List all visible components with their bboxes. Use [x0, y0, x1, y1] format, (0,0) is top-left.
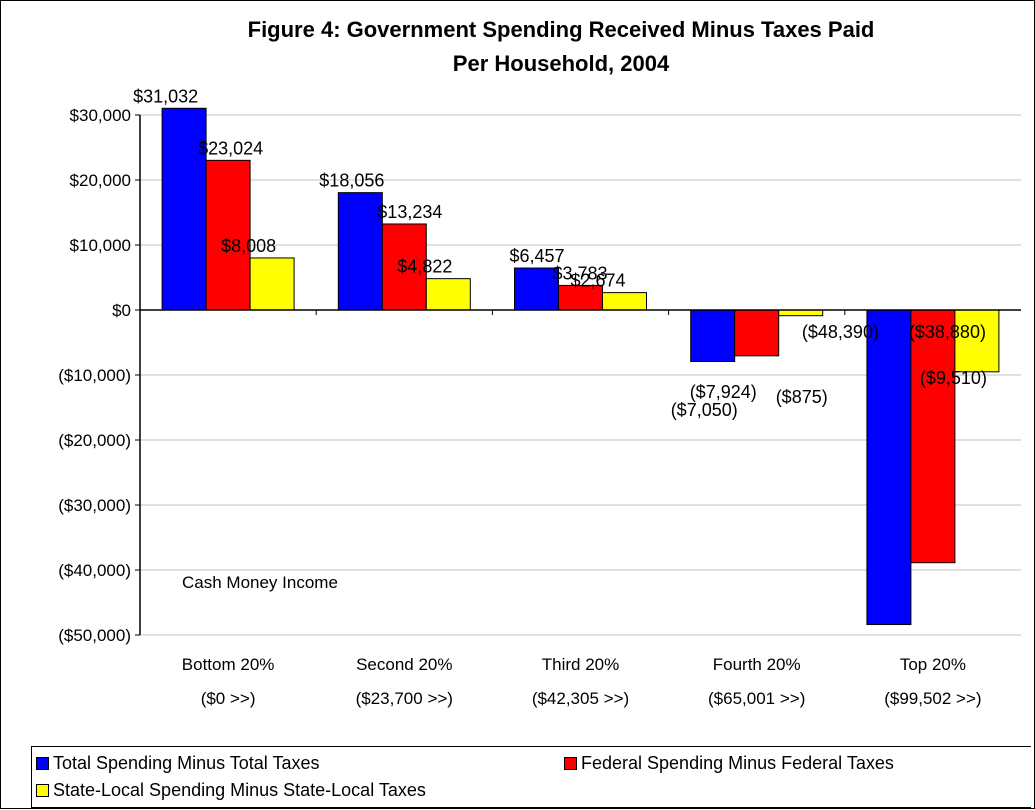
legend-label-total: Total Spending Minus Total Taxes — [53, 753, 320, 773]
bar-series2-cat1 — [425, 278, 471, 311]
category-label-0-line-1: Bottom 20% — [182, 655, 275, 674]
category-label-2-line-1: Third 20% — [542, 655, 619, 674]
y-tick-label-0: $30,000 — [70, 106, 131, 125]
bar-series2-cat3 — [778, 309, 824, 317]
legend-item-total: Total Spending Minus Total Taxes — [36, 753, 320, 774]
y-tick-label-6: ($30,000) — [58, 496, 131, 515]
category-label-2-line-2: ($42,305 >>) — [532, 689, 629, 708]
legend-item-state-local: State-Local Spending Minus State-Local T… — [36, 780, 426, 801]
bar-series0-cat3 — [690, 309, 736, 363]
y-tick-labels: $30,000 $20,000 $10,000 $0 ($10,000) ($20,000… — [58, 106, 131, 645]
bar-series0-cat1 — [337, 192, 383, 311]
data-label-series0-cat3: ($7,924) — [690, 382, 757, 402]
chart-title-line-2: Per Household, 2004 — [453, 51, 670, 76]
legend-swatch-state-local — [36, 784, 49, 797]
bar-series0-cat4 — [866, 309, 912, 626]
y-tick-label-7: ($40,000) — [58, 561, 131, 580]
data-label-series2-cat4: ($9,510) — [920, 368, 987, 388]
axes — [135, 114, 1021, 636]
y-tick-label-1: $20,000 — [70, 171, 131, 190]
data-label-series1-cat2: $3,783 — [553, 263, 608, 283]
data-label-series0-cat1: $18,056 — [319, 171, 384, 191]
y-tick-label-3: $0 — [112, 301, 131, 320]
category-label-0-line-2: ($0 >>) — [201, 689, 256, 708]
chart-title: Figure 4: Government Spending Received M… — [248, 17, 875, 76]
category-label-1-line-1: Second 20% — [356, 655, 452, 674]
data-label-series2-cat3: ($875) — [776, 387, 828, 407]
data-label-series1-cat3: ($7,050) — [671, 400, 738, 420]
category-label-3-line-1: Fourth 20% — [713, 655, 801, 674]
data-label-series1-cat1: $13,234 — [377, 202, 442, 222]
data-label-series0-cat0: $31,032 — [133, 86, 198, 106]
legend-swatch-total — [36, 757, 49, 770]
data-label-series2-cat2: $2,674 — [571, 271, 626, 291]
data-label-series2-cat0: $8,008 — [221, 236, 276, 256]
legend-label-federal: Federal Spending Minus Federal Taxes — [581, 753, 894, 773]
y-tick-label-2: $10,000 — [70, 236, 131, 255]
data-labels: $31,032 $18,056 $6,457 ($7,924) ($48,390) $23… — [133, 86, 987, 420]
legend: Total Spending Minus Total Taxes Federal… — [31, 746, 1031, 808]
legend-item-federal: Federal Spending Minus Federal Taxes — [564, 753, 894, 774]
data-label-series1-cat4: ($38,880) — [909, 322, 986, 342]
bar-series1-cat4 — [910, 309, 956, 564]
category-label-4-line-1: Top 20% — [900, 655, 966, 674]
bar-series2-cat2 — [602, 292, 647, 311]
data-label-series0-cat2: $6,457 — [510, 246, 565, 266]
category-label-1-line-2: ($23,700 >>) — [356, 689, 453, 708]
bars — [161, 107, 1000, 626]
y-tick-label-4: ($10,000) — [58, 366, 131, 385]
data-label-series2-cat1: $4,822 — [397, 257, 452, 277]
category-label-4-line-2: ($99,502 >>) — [884, 689, 981, 708]
category-label-3-line-2: ($65,001 >>) — [708, 689, 805, 708]
bar-series2-cat4 — [954, 309, 1000, 373]
chart-title-line-1: Figure 4: Government Spending Received M… — [248, 17, 875, 42]
legend-swatch-federal — [564, 757, 577, 770]
bar-series1-cat3 — [734, 309, 780, 357]
y-tick-label-5: ($20,000) — [58, 431, 131, 450]
annotation-cash-money-income: Cash Money Income — [182, 573, 338, 592]
data-label-series0-cat4: ($48,390) — [802, 322, 879, 342]
data-label-series1-cat0: $23,024 — [198, 138, 263, 158]
bar-series2-cat0 — [249, 257, 295, 311]
legend-label-state-local: State-Local Spending Minus State-Local T… — [53, 780, 426, 800]
y-tick-label-8: ($50,000) — [58, 626, 131, 645]
category-labels: Bottom 20% ($0 >>) Second 20% ($23,700 >>) T… — [182, 655, 982, 708]
